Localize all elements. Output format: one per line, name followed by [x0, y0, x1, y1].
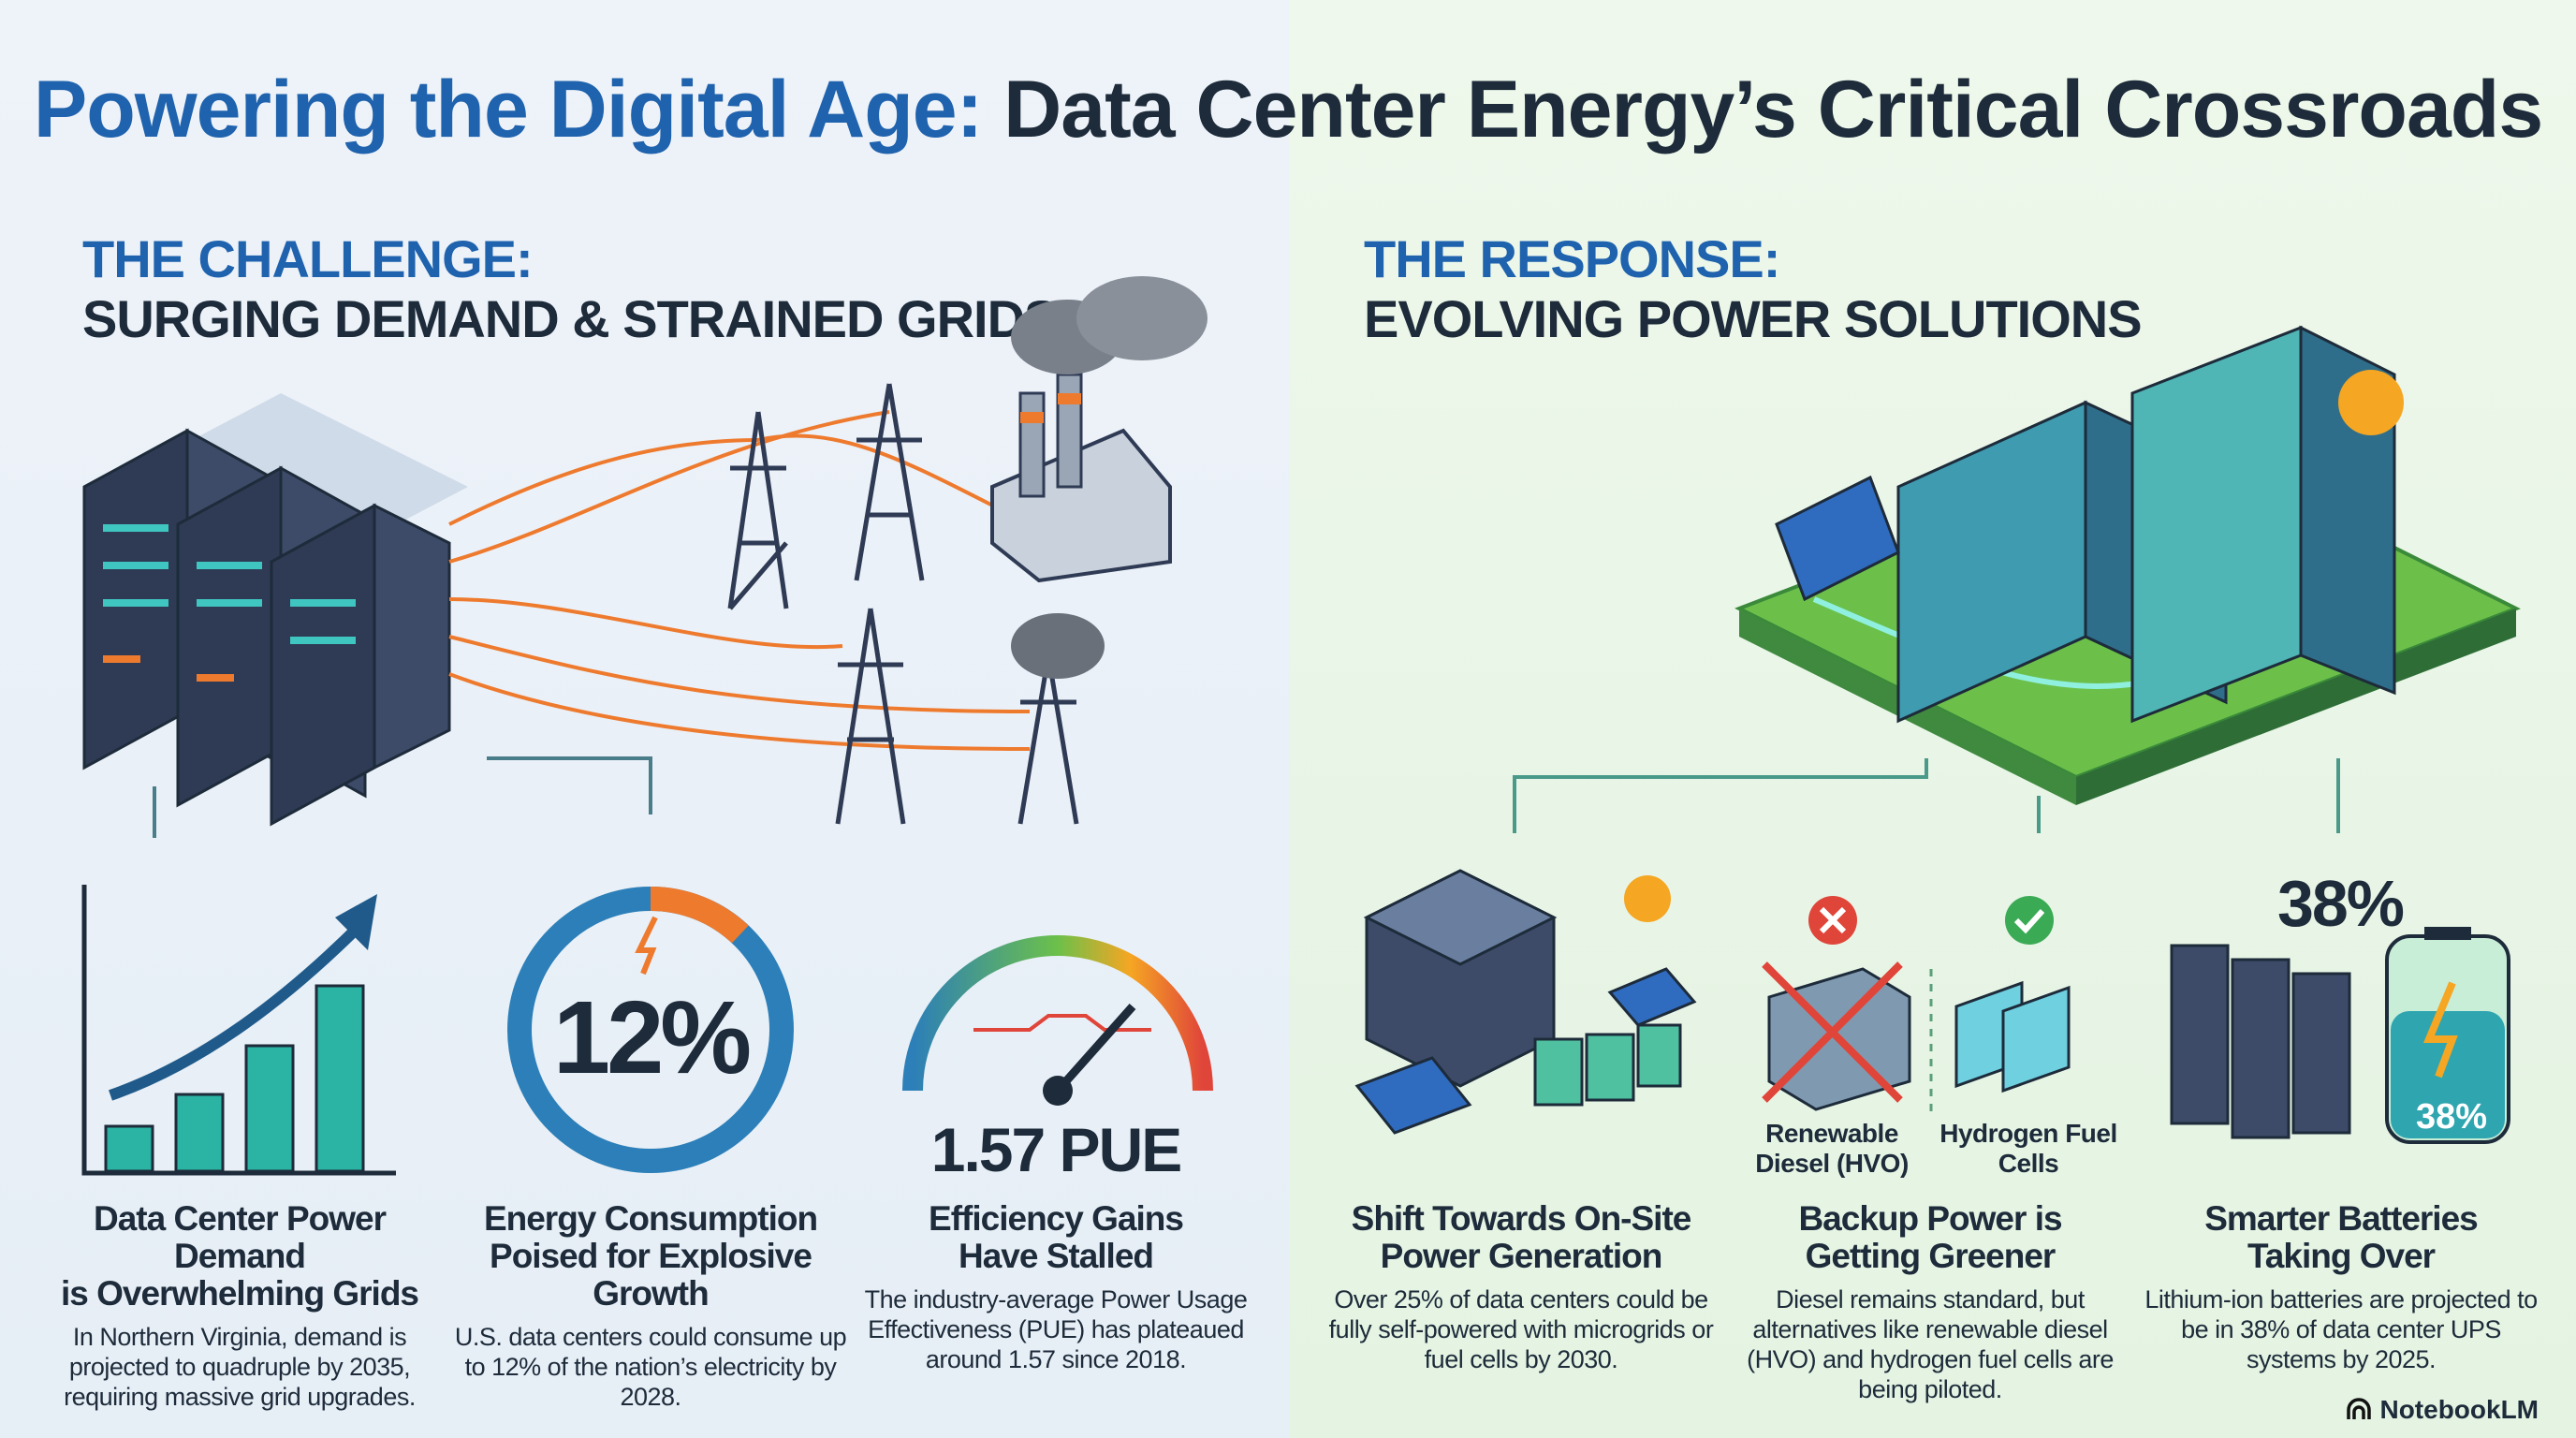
item-body: Lithium-ion batteries are projected to b…: [2144, 1285, 2538, 1373]
generator-icon: [1762, 896, 2071, 1119]
sun-icon: [1624, 875, 1671, 922]
data-center-buildings-icon: [1896, 325, 2396, 724]
challenge-item-1: Data Center Power Demand is Overwhelming …: [34, 1200, 446, 1412]
solar-panel-icon: [1775, 475, 1900, 602]
donut-fill-arc: [650, 887, 749, 944]
item-body: Over 25% of data centers could be fully …: [1328, 1285, 1714, 1373]
response-item-3: Smarter Batteries Taking Over Lithium-ion…: [2135, 1200, 2547, 1374]
challenge-item-3: Efficiency Gains Have Stalled The industr…: [850, 1200, 1262, 1374]
connector-lines: [1513, 758, 2340, 833]
notebooklm-logo: NotebookLM: [2346, 1395, 2539, 1425]
item-heading: Shift Towards On-Site: [1351, 1199, 1692, 1238]
response-label: THE RESPONSE:: [1364, 229, 1780, 288]
item-body: Diesel remains standard, but alternative…: [1747, 1285, 2114, 1403]
microgrid-icon: [1354, 869, 1697, 1135]
challenge-item-2: Energy Consumption Poised for Explosive G…: [445, 1200, 856, 1412]
challenge-subtitle: SURGING DEMAND & STRAINED GRIDS: [82, 289, 1059, 348]
solar-panel-icon: [1354, 967, 1697, 1135]
option-renewable-diesel: Renewable Diesel (HVO): [1755, 1119, 1909, 1178]
item-heading: Taking Over: [2247, 1237, 2436, 1275]
server-racks-icon: [82, 393, 468, 827]
power-lines: [448, 410, 1031, 751]
item-body: In Northern Virginia, demand is projecte…: [64, 1323, 416, 1411]
server-grid-illustration: [82, 276, 1208, 838]
lightning-icon: [2423, 981, 2458, 1078]
item-heading: Backup Power is: [1798, 1199, 2062, 1238]
item-heading: is Overwhelming Grids: [60, 1274, 419, 1313]
battery-label: 38%: [2415, 1097, 2488, 1137]
item-heading: Getting Greener: [1805, 1237, 2056, 1275]
lightning-icon: [635, 916, 658, 976]
response-subtitle: EVOLVING POWER SOLUTIONS: [1364, 289, 2143, 348]
battery-stat: 38%: [2276, 867, 2405, 940]
option-hydrogen: Hydrogen Fuel Cells: [1939, 1119, 2117, 1178]
item-heading: Efficiency Gains: [929, 1199, 1184, 1238]
speedometer-icon: [902, 935, 1213, 1106]
response-item-1: Shift Towards On-Site Power Generation Ov…: [1315, 1200, 1727, 1374]
item-body: U.S. data centers could consume up to 12…: [454, 1323, 847, 1411]
item-body: The industry-average Power Usage Effecti…: [864, 1285, 1248, 1373]
challenge-header: THE CHALLENGE: SURGING DEMAND & STRAINED…: [82, 229, 1059, 349]
item-heading: Have Stalled: [958, 1237, 1154, 1275]
green-campus-illustration: [1513, 325, 2521, 833]
brand-label: NotebookLM: [2379, 1395, 2539, 1424]
challenge-label: THE CHALLENGE:: [82, 229, 534, 288]
energy-stat: 12%: [552, 980, 752, 1095]
response-header: THE RESPONSE: EVOLVING POWER SOLUTIONS: [1364, 229, 2143, 349]
rising-bar-chart-icon: [81, 885, 396, 1176]
check-mark-icon: [2005, 896, 2054, 945]
item-heading: Poised for Explosive Growth: [490, 1237, 812, 1313]
connector-line-2: [487, 756, 652, 814]
battery-icon: [2170, 927, 2510, 1144]
notebooklm-icon: [2347, 1398, 2372, 1419]
donut-gauge-icon: [507, 887, 794, 1173]
sun-icon: [2338, 370, 2404, 435]
item-heading: Smarter Batteries: [2204, 1199, 2478, 1238]
item-heading: Power Generation: [1380, 1237, 1663, 1275]
power-plant-icon: [990, 276, 1208, 679]
item-heading: Data Center Power Demand: [94, 1199, 387, 1275]
title-rest: Data Center Energy’s Critical Crossroads: [982, 65, 2543, 154]
title-highlight: Powering the Digital Age:: [33, 65, 983, 154]
transmission-tower-icons: [727, 383, 1079, 825]
response-item-2: Backup Power is Getting Greener Diesel re…: [1724, 1200, 2136, 1404]
pue-stat: 1.57 PUE: [930, 1115, 1183, 1184]
item-heading: Energy Consumption: [483, 1199, 818, 1238]
page-title: Powering the Digital Age: Data Center En…: [0, 64, 2576, 156]
